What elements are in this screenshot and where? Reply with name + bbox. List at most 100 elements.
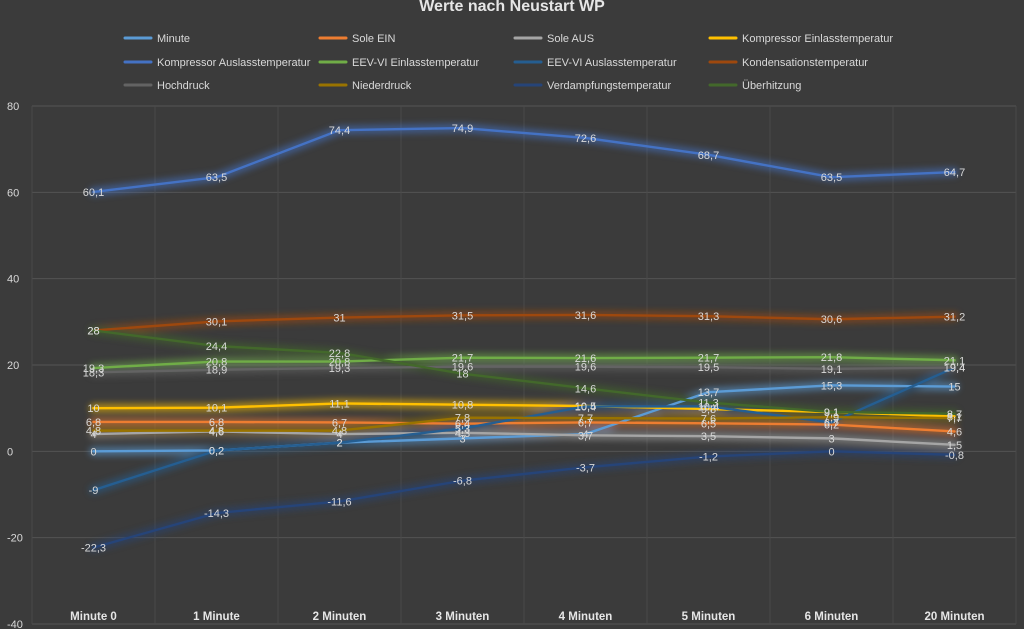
y-tick-label: -20 (7, 533, 23, 545)
y-tick-label: 80 (7, 101, 19, 113)
data-label-kompressor-einlasstemperatur: 10 (87, 403, 99, 415)
data-point (338, 316, 341, 319)
data-point (953, 430, 956, 433)
series-line-kondensationstemperatur (92, 313, 956, 332)
data-point (953, 359, 956, 362)
data-point (707, 422, 710, 425)
data-point (461, 479, 464, 482)
legend-label: Niederdruck (352, 80, 412, 92)
data-label-eev-vi-auslasstemperatur: 19,4 (944, 363, 965, 375)
data-point (461, 314, 464, 317)
data-label-kompressor-auslasstemperatur: 72,6 (575, 133, 596, 145)
data-label-minute: 3 (459, 433, 465, 445)
data-point (953, 443, 956, 447)
data-label-kompressor-einlasstemperatur: 10,8 (452, 400, 473, 412)
series-line-eev-vi-einlasstemperatur (92, 356, 956, 370)
data-point (707, 401, 710, 404)
data-label-eev-vi-auslasstemperatur: 2 (336, 438, 342, 450)
data-label-minute: 15 (948, 382, 960, 394)
legend-label: Hochdruck (157, 80, 210, 92)
data-point (92, 371, 95, 374)
data-point (707, 417, 710, 420)
data-label-minute: 2 (336, 438, 342, 450)
data-label-sole-aus: 4,3 (455, 428, 470, 440)
data-point (338, 351, 341, 355)
y-tick-label: 60 (7, 187, 19, 199)
y-tick-label: -40 (7, 619, 23, 629)
legend-label: Kondensationstemperatur (742, 57, 868, 69)
data-point (830, 437, 833, 440)
data-point (584, 416, 587, 420)
y-tick-label: 20 (7, 360, 19, 372)
legend-item-kompressor-auslasstemperatur: Kompressor Auslasstemperatur (123, 57, 311, 69)
data-label-verdampfungstemperatur: -0,8 (945, 450, 964, 462)
data-label-niederdruck: 4,8 (332, 426, 347, 438)
data-label-eev-vi-auslasstemperatur: -9 (89, 485, 99, 497)
data-label-sole-ein: 6,5 (701, 418, 716, 430)
data-point (92, 488, 95, 492)
data-point (338, 441, 341, 444)
data-label-minute: 15,3 (821, 380, 842, 392)
data-point (584, 421, 587, 424)
legend-label: EEV-VI Auslasstemperatur (547, 57, 677, 69)
data-label-verdampfungstemperatur: 0 (828, 446, 834, 458)
data-point (707, 390, 710, 394)
data-label-eev-vi-einlasstemperatur: 21,7 (452, 353, 473, 365)
data-point (830, 367, 833, 371)
data-point (584, 434, 587, 437)
data-point (584, 356, 587, 360)
series-line-sole-ein (92, 420, 956, 433)
data-point (830, 410, 833, 414)
data-label-verdampfungstemperatur: -1,2 (699, 452, 718, 464)
data-point (215, 406, 218, 409)
data-label-kondensationstemperatur: 31,6 (575, 310, 596, 322)
data-point (215, 511, 218, 515)
legend-item-verdampfungstemperatur: Verdampfungstemperatur (513, 80, 671, 92)
data-label-eev-vi-auslasstemperatur: 5,3 (455, 423, 470, 435)
data-labels: 0 0,2 2 3 4 13,7 15,3 15 6,8 6,8 6,7 6,4 6,7 6,5 6,2 4,… (81, 123, 965, 555)
x-tick-label: 1 Minute (193, 611, 240, 623)
legend-label: EEV-VI Einlasstemperatur (352, 57, 480, 69)
data-label-kompressor-einlasstemperatur: 10,5 (575, 401, 596, 413)
data-label-kondensationstemperatur: 30,1 (206, 316, 227, 328)
x-tick-label: 2 Minuten (313, 611, 367, 623)
data-label-kompressor-auslasstemperatur: 74,4 (329, 125, 350, 137)
data-point (92, 429, 95, 432)
data-label-hochdruck: 18,3 (83, 367, 104, 379)
legend-item-uberhitzung: Überhitzung (708, 80, 801, 92)
data-point (461, 427, 464, 430)
data-label-kompressor-einlasstemperatur: 8,1 (947, 411, 962, 423)
data-label-minute: 0,2 (209, 445, 224, 457)
data-label-sole-ein: 6,7 (332, 417, 347, 429)
data-point (215, 429, 218, 432)
legend-label: Überhitzung (742, 80, 801, 92)
data-label-niederdruck: 7,9 (824, 412, 839, 424)
data-point (461, 431, 464, 434)
data-point (584, 405, 587, 408)
legend-item-minute: Minute (123, 33, 190, 45)
legend-item-niederdruck: Niederdruck (318, 80, 412, 92)
data-point (830, 176, 833, 179)
data-point (707, 455, 710, 458)
legend-label: Kompressor Einlasstemperatur (742, 33, 893, 45)
data-point (92, 450, 95, 453)
data-label-sole-aus: 4,6 (209, 426, 224, 438)
x-tick-label: 6 Minuten (805, 611, 859, 623)
data-label-uberhitzung: 11,3 (698, 398, 719, 410)
data-point (92, 406, 95, 410)
data-point (215, 368, 218, 371)
data-point (830, 384, 833, 387)
data-label-eev-vi-einlasstemperatur: 20,8 (329, 357, 350, 369)
data-point (92, 420, 95, 424)
data-point (92, 366, 95, 370)
legend-item-sole-aus: Sole AUS (513, 33, 594, 45)
data-label-uberhitzung: 24,4 (206, 341, 227, 353)
data-label-hochdruck: 19,6 (452, 362, 473, 374)
data-label-eev-vi-einlasstemperatur: 20,8 (206, 357, 227, 369)
data-label-kompressor-auslasstemperatur: 64,7 (944, 167, 965, 179)
data-point (338, 128, 341, 132)
data-label-sole-aus: 4 (90, 429, 96, 441)
data-label-niederdruck: 7,7 (947, 413, 962, 425)
data-point (953, 412, 956, 415)
data-label-uberhitzung: 14,6 (575, 383, 596, 395)
